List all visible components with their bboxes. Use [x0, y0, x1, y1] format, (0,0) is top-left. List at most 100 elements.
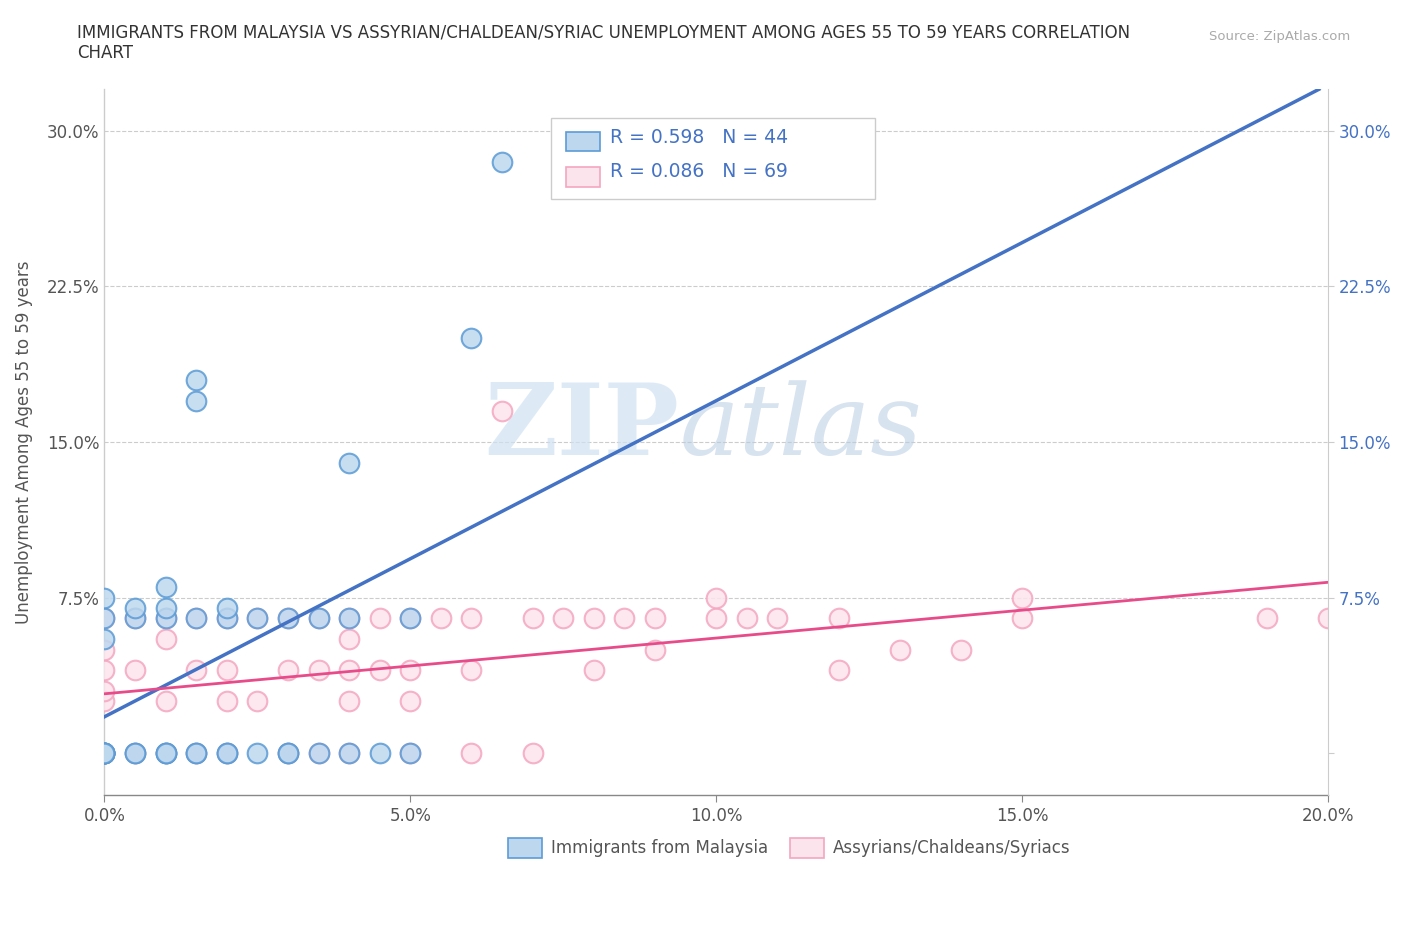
Point [308, 611, 330, 626]
Point [155, 611, 177, 626]
Point [277, 611, 299, 626]
Point [277, 746, 299, 761]
Point [215, 663, 238, 678]
Point [460, 331, 482, 346]
Point [582, 663, 605, 678]
Point [215, 746, 238, 761]
Point [124, 746, 146, 761]
Point [277, 746, 299, 761]
Point [399, 663, 422, 678]
Point [277, 611, 299, 626]
Text: IMMIGRANTS FROM MALAYSIA VS ASSYRIAN/CHALDEAN/SYRIAC UNEMPLOYMENT AMONG AGES 55 : IMMIGRANTS FROM MALAYSIA VS ASSYRIAN/CHA… [77, 23, 1130, 62]
Point [93, 746, 115, 761]
Point [93, 746, 115, 761]
Point [1256, 611, 1278, 626]
Y-axis label: Unemployment Among Ages 55 to 59 years: Unemployment Among Ages 55 to 59 years [15, 260, 32, 624]
Point [368, 746, 391, 761]
Point [949, 642, 972, 657]
Point [704, 591, 727, 605]
Point [337, 631, 360, 646]
Point [93, 746, 115, 761]
Point [93, 746, 115, 761]
Point [522, 746, 544, 761]
Point [155, 631, 177, 646]
Text: atlas: atlas [679, 380, 922, 475]
Point [399, 611, 422, 626]
Point [399, 746, 422, 761]
Point [93, 746, 115, 761]
Point [186, 372, 208, 387]
Point [1011, 611, 1033, 626]
Point [155, 746, 177, 761]
Text: Immigrants from Malaysia: Immigrants from Malaysia [551, 839, 768, 857]
Point [215, 746, 238, 761]
Point [215, 611, 238, 626]
Point [337, 746, 360, 761]
Point [644, 611, 666, 626]
Point [460, 663, 482, 678]
Point [735, 611, 758, 626]
Point [337, 611, 360, 626]
Point [491, 154, 513, 169]
Point [93, 746, 115, 761]
Point [124, 746, 146, 761]
FancyBboxPatch shape [551, 117, 875, 199]
Point [368, 663, 391, 678]
Point [93, 611, 115, 626]
Point [155, 746, 177, 761]
Point [186, 611, 208, 626]
Point [246, 746, 269, 761]
Text: R = 0.598   N = 44: R = 0.598 N = 44 [610, 127, 787, 147]
Bar [565, 132, 600, 152]
Text: Assyrians/Chaldeans/Syriacs: Assyrians/Chaldeans/Syriacs [832, 839, 1070, 857]
Point [308, 746, 330, 761]
Bar [565, 167, 600, 187]
Text: R = 0.086   N = 69: R = 0.086 N = 69 [610, 162, 787, 180]
Point [460, 611, 482, 626]
Point [155, 579, 177, 594]
Point [1316, 611, 1339, 626]
Point [582, 611, 605, 626]
Point [124, 601, 146, 616]
Point [93, 746, 115, 761]
Point [460, 746, 482, 761]
Point [215, 746, 238, 761]
Point [186, 746, 208, 761]
Point [308, 611, 330, 626]
Point [93, 746, 115, 761]
Point [93, 642, 115, 657]
Point [522, 611, 544, 626]
Point [155, 611, 177, 626]
Bar [508, 839, 543, 858]
Point [491, 404, 513, 418]
Text: ZIP: ZIP [485, 379, 679, 476]
Point [1011, 591, 1033, 605]
Point [553, 611, 575, 626]
Point [337, 694, 360, 709]
Point [399, 694, 422, 709]
Point [827, 663, 849, 678]
Point [337, 663, 360, 678]
Point [155, 601, 177, 616]
Point [186, 746, 208, 761]
Point [368, 611, 391, 626]
Point [889, 642, 911, 657]
Point [93, 746, 115, 761]
Point [155, 694, 177, 709]
Point [155, 746, 177, 761]
Point [766, 611, 789, 626]
Point [337, 746, 360, 761]
Point [246, 611, 269, 626]
Point [246, 694, 269, 709]
Point [827, 611, 849, 626]
Text: Source: ZipAtlas.com: Source: ZipAtlas.com [1209, 30, 1350, 43]
Point [186, 393, 208, 408]
Point [308, 746, 330, 761]
Point [613, 611, 636, 626]
Point [399, 746, 422, 761]
Point [93, 684, 115, 698]
Point [124, 746, 146, 761]
Point [308, 663, 330, 678]
Point [93, 611, 115, 626]
Point [277, 746, 299, 761]
